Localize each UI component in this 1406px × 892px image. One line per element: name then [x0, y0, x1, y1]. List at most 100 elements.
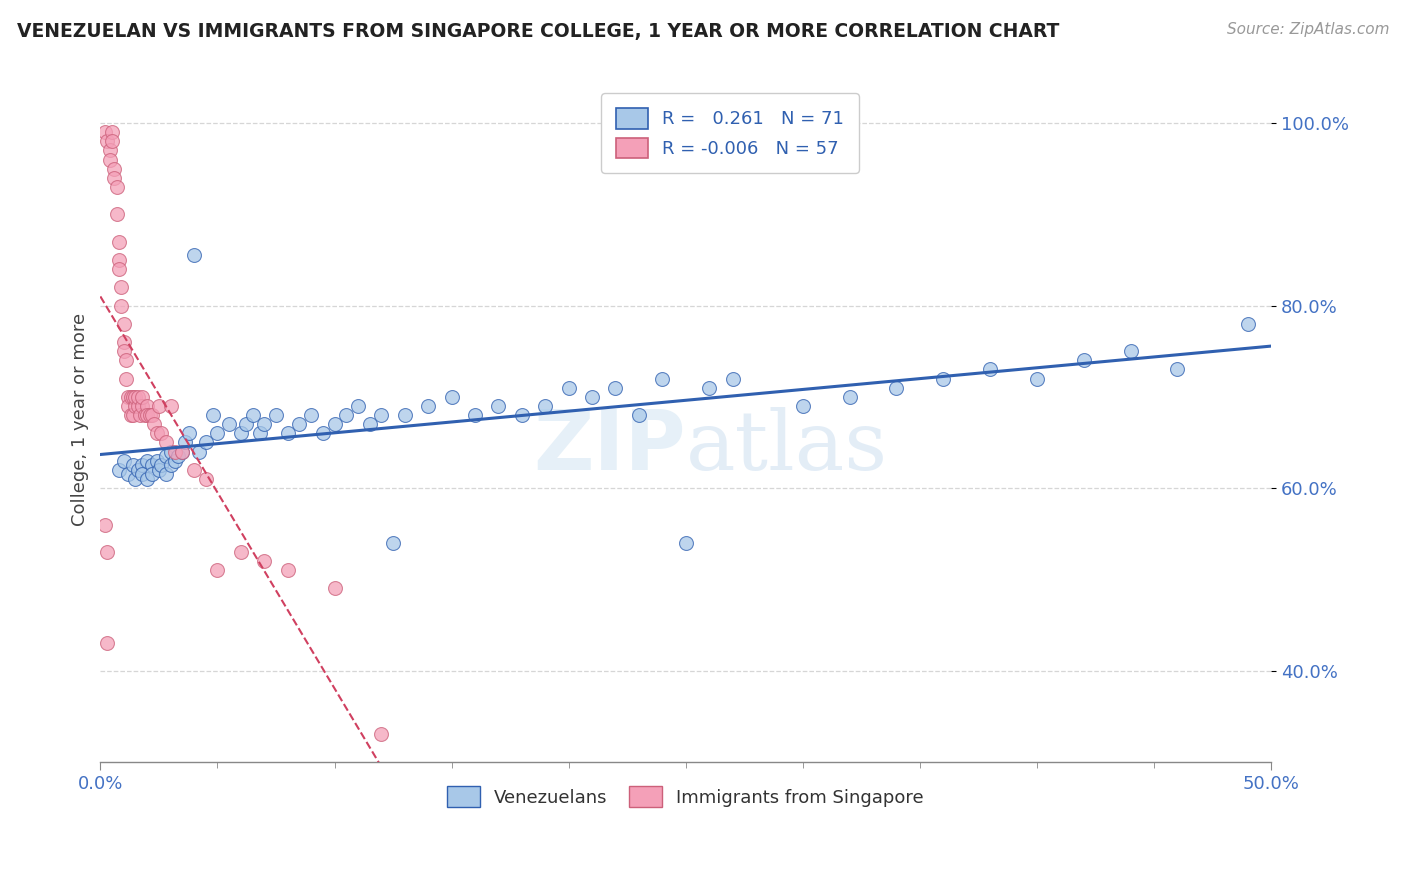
Point [418, 399, 440, 413]
Point [108, 252, 131, 267]
Point [605, 381, 627, 395]
Point [148, 399, 170, 413]
Point [131, 467, 153, 482]
Point [98, 144, 121, 158]
Point [96, 636, 118, 650]
Text: ZIP: ZIP [533, 407, 686, 488]
Point [370, 408, 392, 422]
Point [120, 408, 142, 422]
Point [172, 444, 194, 458]
Point [129, 408, 152, 422]
Point [370, 727, 392, 741]
Point [253, 417, 276, 432]
Point [359, 417, 381, 432]
Point [108, 262, 131, 277]
Point [288, 417, 311, 432]
Point [1119, 344, 1142, 359]
Point [103, 170, 125, 185]
Point [675, 536, 697, 550]
Point [112, 344, 135, 359]
Point [134, 408, 156, 422]
Point [136, 408, 159, 422]
Point [235, 417, 257, 432]
Point [979, 362, 1001, 376]
Point [194, 435, 217, 450]
Point [124, 472, 146, 486]
Text: atlas: atlas [686, 407, 887, 487]
Point [96, 545, 118, 559]
Point [127, 390, 149, 404]
Point [122, 408, 145, 422]
Point [124, 390, 146, 404]
Point [117, 390, 139, 404]
Point [253, 554, 276, 568]
Point [165, 444, 187, 458]
Point [179, 426, 201, 441]
Point [264, 408, 287, 422]
Point [651, 371, 673, 385]
Point [721, 371, 744, 385]
Point [141, 408, 163, 422]
Point [94, 517, 117, 532]
Point [838, 390, 860, 404]
Point [1166, 362, 1188, 376]
Point [124, 399, 146, 413]
Point [347, 399, 370, 413]
Point [103, 161, 125, 176]
Point [159, 444, 181, 458]
Point [141, 458, 163, 473]
Point [627, 408, 650, 422]
Point [96, 134, 118, 148]
Point [581, 390, 603, 404]
Point [155, 435, 177, 450]
Point [1026, 371, 1049, 385]
Point [136, 453, 159, 467]
Point [1073, 353, 1095, 368]
Point [105, 207, 128, 221]
Point [120, 390, 142, 404]
Point [122, 390, 145, 404]
Point [148, 463, 170, 477]
Point [98, 153, 121, 167]
Point [183, 463, 205, 477]
Point [207, 563, 229, 577]
Point [136, 399, 159, 413]
Point [335, 408, 357, 422]
Point [218, 417, 240, 432]
Point [131, 399, 153, 413]
Point [112, 334, 135, 349]
Point [464, 408, 486, 422]
Point [155, 449, 177, 463]
Point [229, 545, 252, 559]
Point [194, 472, 217, 486]
Point [159, 399, 181, 413]
Point [101, 134, 124, 148]
Point [323, 582, 346, 596]
Point [141, 467, 163, 482]
Point [510, 408, 533, 422]
Point [207, 426, 229, 441]
Point [187, 444, 209, 458]
Text: Source: ZipAtlas.com: Source: ZipAtlas.com [1226, 22, 1389, 37]
Point [201, 408, 224, 422]
Point [886, 381, 908, 395]
Point [323, 417, 346, 432]
Point [101, 125, 124, 139]
Point [932, 371, 955, 385]
Point [159, 458, 181, 473]
Point [110, 280, 132, 294]
Point [165, 453, 187, 467]
Point [150, 458, 173, 473]
Point [117, 467, 139, 482]
Point [277, 563, 299, 577]
Point [138, 408, 160, 422]
Point [1236, 317, 1258, 331]
Point [394, 408, 416, 422]
Point [94, 125, 117, 139]
Point [312, 426, 335, 441]
Point [131, 390, 153, 404]
Point [299, 408, 322, 422]
Y-axis label: College, 1 year or more: College, 1 year or more [72, 313, 89, 526]
Point [440, 390, 463, 404]
Point [172, 444, 194, 458]
